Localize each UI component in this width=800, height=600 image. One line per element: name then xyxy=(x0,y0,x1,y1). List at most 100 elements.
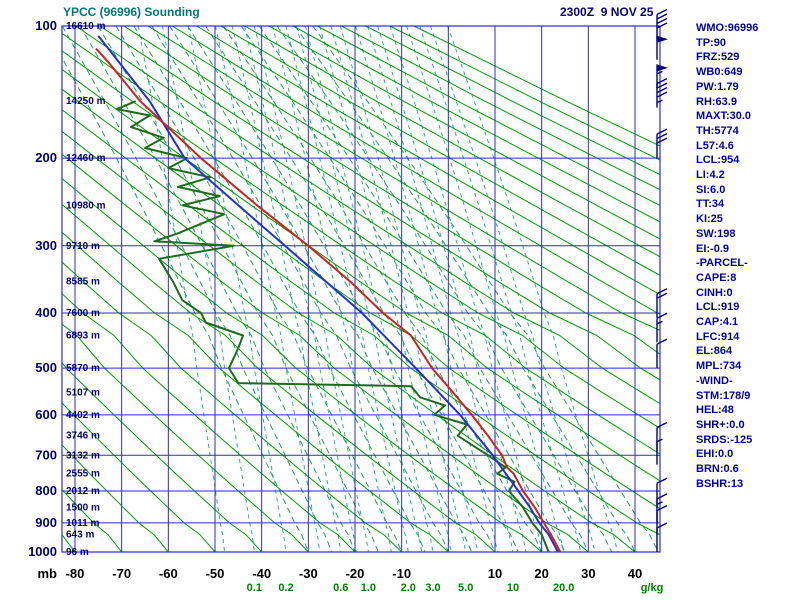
barb-half-tick xyxy=(656,320,663,325)
wind-barbs xyxy=(656,8,668,552)
dry-adiabat-line xyxy=(147,26,660,331)
stat-line: TH:5774 xyxy=(696,124,739,137)
height-label: 2012 m xyxy=(66,486,100,497)
height-label: 1011 m xyxy=(66,518,99,529)
mixing-ratio-label: 20.0 xyxy=(553,582,574,594)
pressure-label: 300 xyxy=(35,238,57,253)
moist-adiabat-line xyxy=(258,26,589,552)
moist-adiabats xyxy=(62,26,659,552)
wind-barb xyxy=(656,522,668,552)
moist-adiabat-line xyxy=(62,56,309,552)
height-label: 2555 m xyxy=(66,469,100,480)
barb-full-tick xyxy=(656,82,668,89)
stats-panel: WMO:96996 TP:90 FRZ:529 WB0:649 PW:1.79 RH:63… xyxy=(696,21,800,492)
mixing-ratio-line xyxy=(214,26,321,552)
plot-frame xyxy=(61,25,661,553)
stat-line: SRDS:-125 xyxy=(696,433,753,446)
stat-line: KI:25 xyxy=(696,213,723,226)
height-labels: 16610 m 14250 m 12460 m 10980 m 9710 m 8585 m… xyxy=(66,21,106,558)
barb-full-tick xyxy=(656,133,668,140)
barb-half-tick xyxy=(656,99,663,104)
height-label: 4402 m xyxy=(66,410,100,421)
mixing-ratio-label: 10 xyxy=(507,582,519,594)
barb-full-tick xyxy=(656,87,668,94)
temperature-label: -20 xyxy=(346,566,365,581)
dry-adiabat-line xyxy=(62,109,660,536)
height-label: 96 m xyxy=(66,547,89,558)
mixing-ratio-line xyxy=(296,26,423,552)
dry-adiabat-line xyxy=(75,26,660,405)
moist-adiabat-line xyxy=(187,26,496,552)
wind-barb xyxy=(656,64,668,89)
height-label: 7600 m xyxy=(66,308,100,319)
dry-adiabat-line xyxy=(244,26,660,258)
height-label: 1500 m xyxy=(66,502,100,513)
stat-line: TT:34 xyxy=(696,198,725,211)
pressure-label: 500 xyxy=(35,360,57,375)
dry-adiabat-line xyxy=(62,293,356,552)
temperature-label: -60 xyxy=(159,566,178,581)
wind-barb xyxy=(656,504,668,535)
barb-full-tick xyxy=(656,78,668,85)
mixing-ratio-line xyxy=(330,26,467,552)
stat-line: EI:-0.9 xyxy=(696,242,730,255)
mixing-ratio-line xyxy=(137,26,226,552)
height-label: 643 m xyxy=(66,530,94,541)
height-label: 14250 m xyxy=(66,96,106,107)
barb-full-tick xyxy=(656,288,668,295)
dry-adiabat-line xyxy=(62,68,660,482)
stat-line: STM:178/9 xyxy=(696,389,751,402)
barb-flag xyxy=(657,64,668,72)
dry-adiabat-line xyxy=(62,231,449,552)
moist-adiabat-line xyxy=(240,26,566,552)
mixing-ratio-line xyxy=(377,26,527,552)
mixing-ratio-label: 1.0 xyxy=(361,582,376,594)
mixing-ratio-line xyxy=(231,26,342,552)
wind-barb xyxy=(656,477,668,508)
dry-adiabat-line xyxy=(220,26,660,276)
barb-full-tick xyxy=(656,522,668,529)
dry-adiabat-line xyxy=(62,203,496,552)
mixing-ratio-line xyxy=(244,26,357,552)
stat-line: CAP:4.1 xyxy=(696,316,739,329)
height-label: 10980 m xyxy=(66,200,106,211)
stat-line: LFC:914 xyxy=(696,330,740,343)
dry-adiabat-line xyxy=(62,362,263,552)
dry-adiabat-line xyxy=(62,50,660,455)
temperature-label: 20 xyxy=(534,566,548,581)
dry-adiabat-line xyxy=(62,177,543,552)
pressure-labels: 100 200 300 400 500 600 700 800 900 1000 mb xyxy=(28,18,57,581)
mixing-ratio-axis-labels: 0.1 0.2 0.6 1.0 2.0 3.0 5.0 10 20.0 g/kg xyxy=(247,582,664,594)
pressure-label: 200 xyxy=(35,150,57,165)
height-label: 5107 m xyxy=(66,387,100,398)
isotherm-grid xyxy=(74,26,636,552)
stat-line: MPL:734 xyxy=(696,360,742,373)
barb-full-tick xyxy=(656,13,668,20)
mixing-ratio-line xyxy=(389,26,543,552)
barb-half-tick xyxy=(656,438,663,443)
stat-line: CAPE:8 xyxy=(696,271,737,284)
barb-full-tick xyxy=(656,8,668,16)
height-label: 9710 m xyxy=(66,241,100,252)
pressure-label: 700 xyxy=(35,447,57,462)
dry-adiabat-line xyxy=(62,323,309,552)
barb-full-tick xyxy=(656,493,668,500)
mixing-ratio-label: 0.2 xyxy=(278,582,293,594)
temperature-label: 30 xyxy=(581,566,595,581)
barb-full-tick xyxy=(656,477,668,484)
barb-half-tick xyxy=(656,501,663,505)
stat-line: MAXT:30.0 xyxy=(696,110,752,123)
wind-barb xyxy=(656,421,668,452)
stat-line: SI:6.0 xyxy=(696,183,726,196)
barb-full-tick xyxy=(656,17,668,25)
stat-line: SW:198 xyxy=(696,227,736,240)
mixing-ratio-line xyxy=(161,26,255,552)
chart-datetime: 2300Z 9 NOV 25 xyxy=(560,5,654,19)
temperature-label: -70 xyxy=(112,566,131,581)
stat-line: L57:4.6 xyxy=(696,139,734,152)
pressure-label: 1000 xyxy=(28,544,57,559)
barb-full-tick xyxy=(656,292,668,299)
stat-line: SHR+:0.0 xyxy=(696,418,745,431)
stat-line: FRZ:529 xyxy=(696,51,740,64)
